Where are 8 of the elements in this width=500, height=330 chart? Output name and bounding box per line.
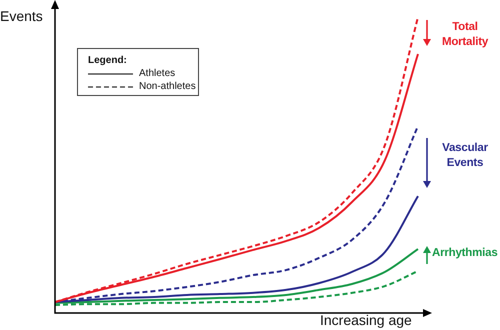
x-axis-title: Increasing age [320, 312, 412, 328]
annotation: Non-athletes [139, 81, 196, 92]
annotation: Athletes [139, 68, 176, 79]
annotation: Legend: [88, 55, 127, 66]
text: Arrhythmias [432, 246, 498, 261]
text: Total Mortality [440, 20, 490, 50]
text: Vascular Events [441, 141, 489, 171]
y-axis-title: Events [0, 8, 43, 24]
